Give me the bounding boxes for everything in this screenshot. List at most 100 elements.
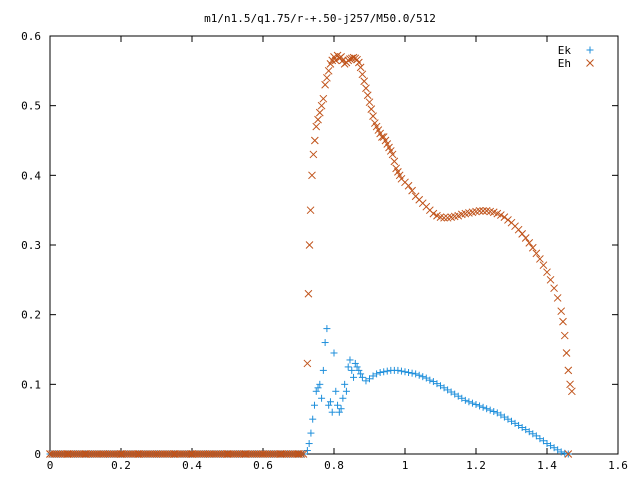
data-point-eh <box>314 115 322 124</box>
data-point-eh <box>365 98 374 107</box>
data-point-ek <box>543 440 551 448</box>
data-point-eh <box>553 294 562 302</box>
data-point-ek <box>479 403 487 411</box>
legend-marker-eh <box>586 59 594 67</box>
data-point-eh <box>429 209 438 218</box>
y-axis: 0 0.1 0.2 0.3 0.4 0.5 0.6 <box>21 30 618 461</box>
data-point-ek <box>357 370 365 378</box>
data-point-ek <box>310 401 318 409</box>
data-point-eh <box>496 211 505 219</box>
data-point-eh <box>475 207 484 215</box>
data-point-eh <box>323 73 331 82</box>
data-point-ek <box>461 396 469 404</box>
data-point-eh <box>566 380 574 389</box>
data-point-eh <box>536 255 544 263</box>
data-point-ek <box>440 384 448 392</box>
data-point-ek <box>415 371 423 379</box>
data-point-eh <box>315 108 324 117</box>
data-point-ek <box>305 440 313 448</box>
data-point-ek <box>419 373 427 381</box>
data-point-ek <box>358 373 366 381</box>
y-tick-label: 0.5 <box>21 100 41 113</box>
data-point-ek <box>547 442 555 450</box>
data-point-eh <box>564 366 573 375</box>
data-point-ek <box>490 408 498 416</box>
data-point-ek <box>380 368 388 376</box>
data-point-ek <box>493 409 501 417</box>
data-point-ek <box>342 387 350 395</box>
data-point-ek <box>341 380 349 388</box>
data-point-ek <box>465 398 473 406</box>
data-point-ek <box>539 437 547 445</box>
data-point-eh <box>299 450 308 458</box>
data-point-ek <box>369 372 377 380</box>
data-point-ek <box>312 387 320 395</box>
chart-title: m1/n1.5/q1.75/r-+.50-j257/M50.0/512 <box>204 12 436 25</box>
data-point-eh <box>354 58 363 67</box>
data-point-eh <box>546 275 555 284</box>
data-point-eh <box>390 157 399 166</box>
x-tick-label: 0.4 <box>182 459 202 472</box>
y-tick-label: 0.4 <box>21 169 41 182</box>
data-point-ek <box>328 408 336 416</box>
x-tick-label: 0.8 <box>324 459 344 472</box>
data-point-ek <box>483 405 491 413</box>
data-point-ek <box>318 394 326 402</box>
data-point-ek <box>426 376 434 384</box>
data-point-ek <box>376 368 384 376</box>
data-point-eh <box>356 63 365 72</box>
data-point-ek <box>405 368 413 376</box>
data-point-ek <box>394 366 402 374</box>
data-point-eh <box>360 77 369 86</box>
data-point-eh <box>408 186 416 195</box>
data-point-eh <box>309 150 318 159</box>
data-point-ek <box>344 363 352 371</box>
data-point-eh <box>388 150 397 159</box>
y-tick-label: 0 <box>34 448 41 461</box>
data-point-eh <box>324 66 333 75</box>
y-tick-label: 0.3 <box>21 239 41 252</box>
series-layer <box>46 51 576 458</box>
data-point-eh <box>331 56 340 65</box>
data-point-ek <box>536 435 544 443</box>
data-point-ek <box>554 446 562 454</box>
data-point-ek <box>529 430 537 438</box>
data-point-ek <box>316 380 324 388</box>
data-point-ek <box>444 386 452 394</box>
data-point-ek <box>373 370 381 378</box>
data-point-eh <box>305 241 314 249</box>
data-point-ek <box>468 399 476 407</box>
data-point-eh <box>304 289 313 298</box>
data-point-ek <box>321 339 329 347</box>
data-point-ek <box>339 394 347 402</box>
x-tick-label: 1.2 <box>466 459 486 472</box>
x-axis: 0 0.2 0.4 0.6 0.8 1 1.2 1.4 1.6 <box>47 36 628 472</box>
data-point-eh <box>560 331 569 340</box>
data-point-ek <box>350 373 358 381</box>
data-point-eh <box>504 216 512 224</box>
data-point-eh <box>532 249 541 258</box>
data-point-ek <box>353 363 361 371</box>
data-point-ek <box>309 415 317 423</box>
data-point-ek <box>307 429 315 437</box>
data-point-ek <box>518 424 526 432</box>
data-point-eh <box>543 268 551 277</box>
data-point-eh <box>321 80 329 89</box>
x-tick-label: 1 <box>402 459 409 472</box>
data-point-ek <box>476 402 484 410</box>
data-point-eh <box>308 171 316 180</box>
data-point-ek <box>332 387 340 395</box>
data-point-ek <box>429 378 437 386</box>
data-point-eh <box>358 70 367 79</box>
y-tick-label: 0.1 <box>21 378 41 391</box>
data-point-ek <box>401 368 409 376</box>
x-tick-label: 0 <box>47 459 54 472</box>
data-point-ek <box>362 377 370 385</box>
data-point-eh <box>564 450 573 458</box>
data-point-eh <box>297 450 306 458</box>
data-point-eh <box>562 349 571 357</box>
y-tick-label: 0.2 <box>21 309 41 322</box>
data-point-eh <box>319 94 328 103</box>
